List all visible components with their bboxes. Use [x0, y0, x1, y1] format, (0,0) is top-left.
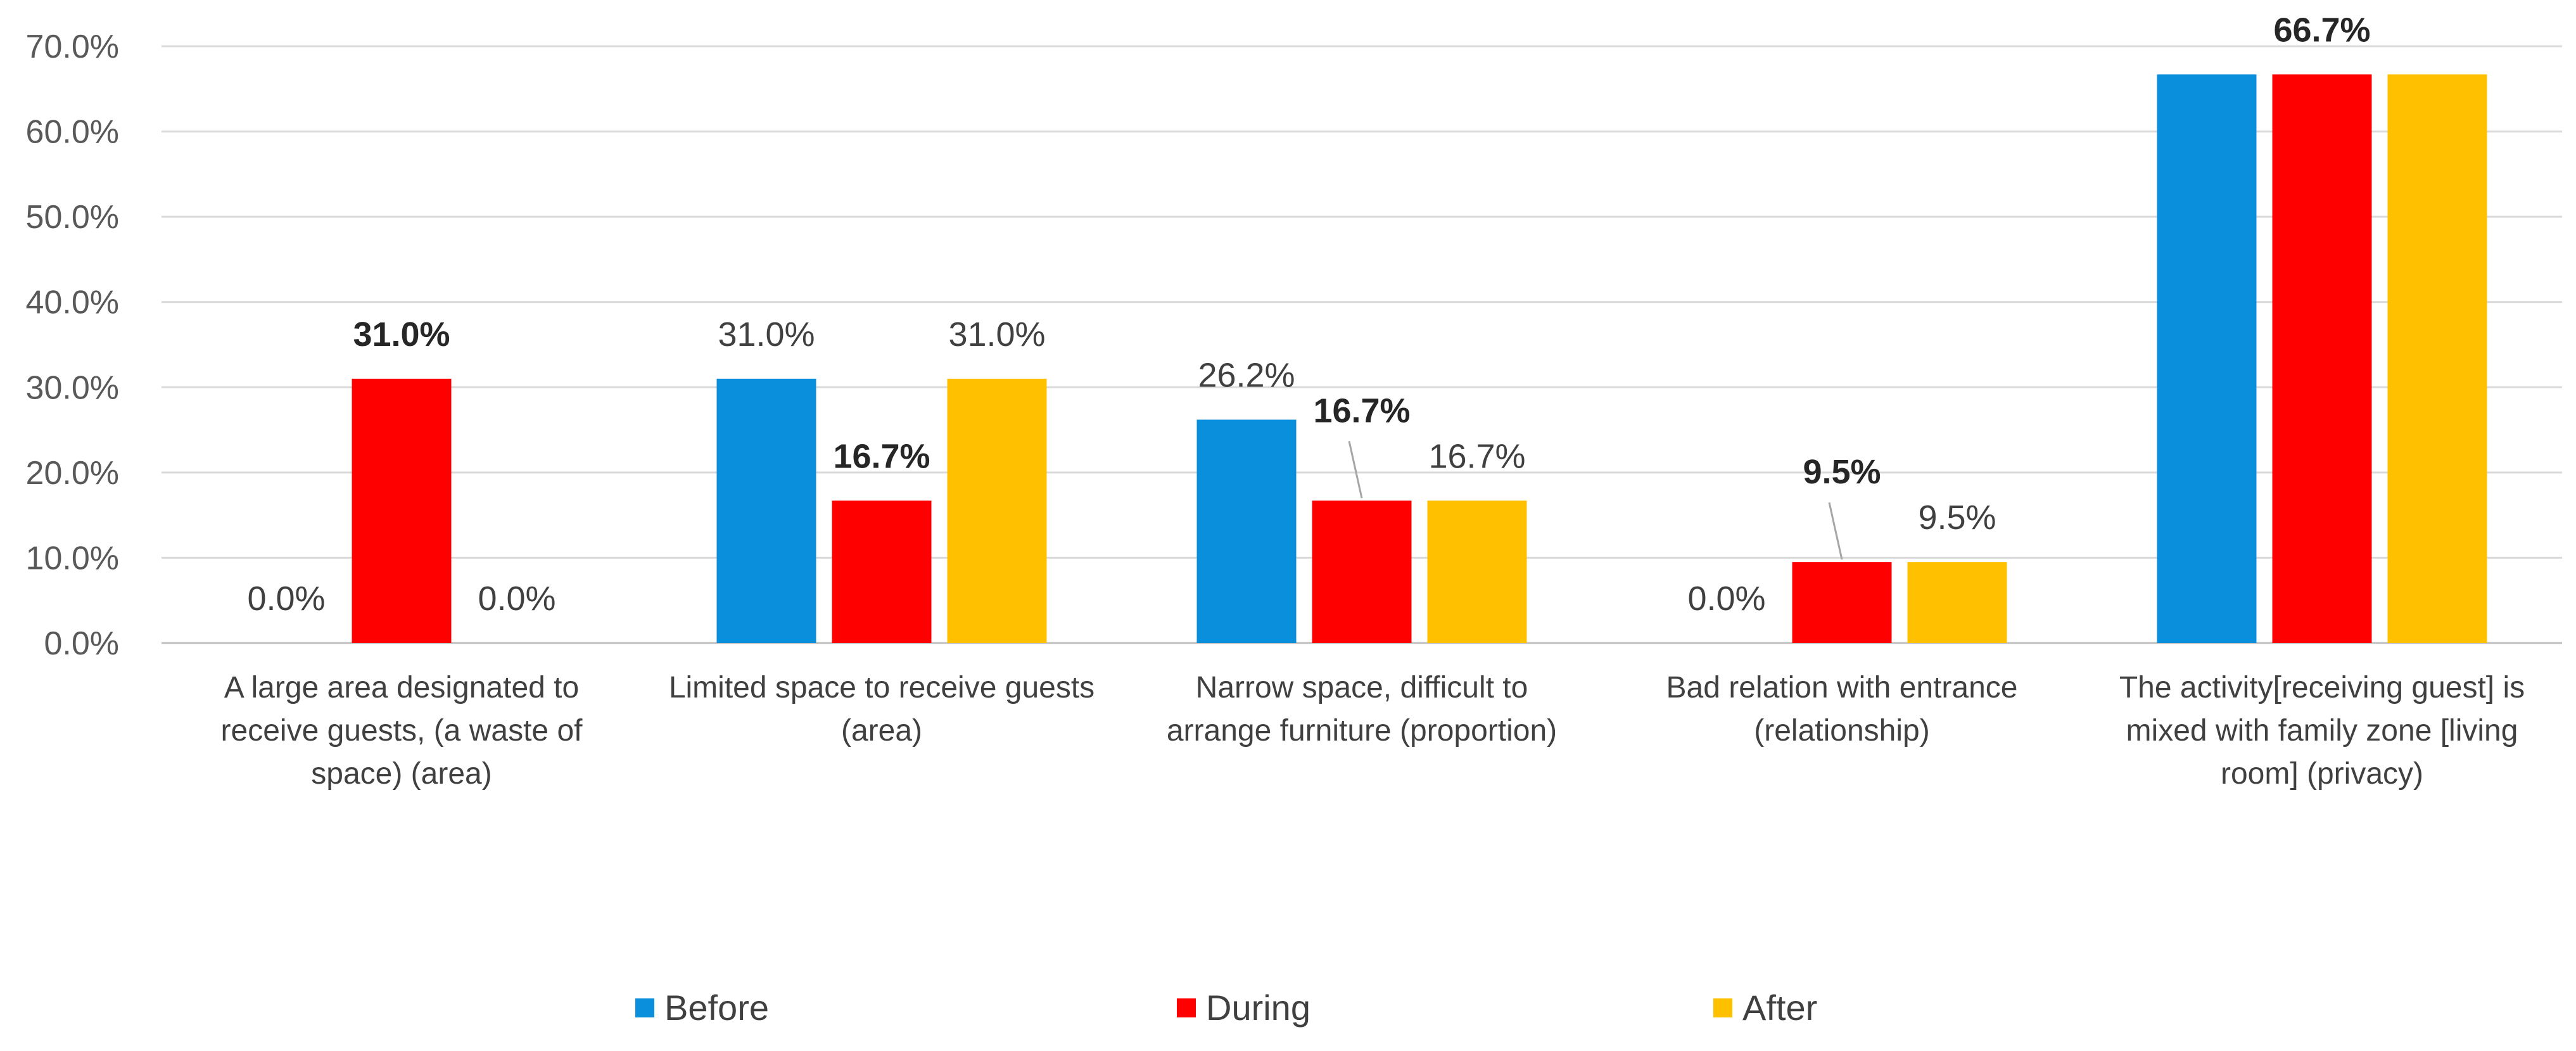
- y-tick-label: 30.0%: [26, 369, 119, 406]
- category-labels: A large area designated to receive guests…: [221, 671, 2525, 791]
- data-label: 31.0%: [718, 315, 815, 354]
- data-label: 9.5%: [1803, 453, 1881, 491]
- category-label: Limited space to receive guests (area): [669, 671, 1094, 748]
- leader-line: [1828, 502, 1843, 560]
- data-labels: 0.0% 31.0% 0.0% 31.0% 16.7% 31.0% 26.2% 16.7% 16…: [247, 11, 2370, 618]
- legend-label-during: During: [1206, 988, 1310, 1028]
- y-tick-label: 10.0%: [26, 540, 119, 576]
- legend: Before During After: [635, 988, 1817, 1028]
- bar-during-3: [1312, 500, 1412, 643]
- legend-swatch-after: [1713, 998, 1732, 1017]
- legend-label-before: Before: [664, 988, 769, 1028]
- legend-swatch-during: [1177, 998, 1196, 1017]
- bars: [352, 74, 2487, 643]
- bar-during-5: [2272, 74, 2372, 643]
- data-label: 31.0%: [948, 315, 1045, 354]
- legend-swatch-before: [635, 998, 654, 1017]
- data-label: 16.7%: [833, 437, 930, 475]
- bar-after-3: [1427, 500, 1527, 643]
- data-label: 0.0%: [247, 580, 325, 618]
- bar-before-5: [2157, 74, 2257, 643]
- data-label: 0.0%: [1687, 580, 1765, 618]
- data-label: 16.7%: [1313, 392, 1410, 430]
- y-tick-label: 0.0%: [44, 625, 119, 662]
- bar-before-2: [716, 378, 816, 643]
- data-label: 16.7%: [1428, 437, 1525, 475]
- bar-during-1: [352, 378, 452, 643]
- bar-before-3: [1196, 419, 1297, 643]
- leader-lines: [1348, 440, 1843, 560]
- y-tick-label: 20.0%: [26, 455, 119, 492]
- data-label: 66.7%: [2273, 11, 2370, 49]
- bar-after-5: [2387, 74, 2487, 643]
- y-tick-label: 70.0%: [26, 29, 119, 65]
- y-tick-label: 40.0%: [26, 284, 119, 321]
- data-label: 0.0%: [478, 580, 555, 618]
- gridlines: [162, 45, 2562, 644]
- y-axis-ticks: 0.0% 10.0% 20.0% 30.0% 40.0% 50.0% 60.0% 70.0%: [26, 29, 119, 662]
- data-label: 9.5%: [1918, 499, 1996, 537]
- category-label: Bad relation with entrance (relationship): [1666, 671, 2018, 748]
- bar-during-4: [1792, 562, 1892, 643]
- bar-after-4: [1907, 562, 2007, 643]
- category-label: The activity[receiving guest] is mixed wi…: [2119, 671, 2525, 791]
- category-label: A large area designated to receive guests…: [221, 671, 583, 791]
- bar-after-2: [947, 378, 1047, 643]
- bar-during-2: [832, 500, 932, 643]
- data-label: 26.2%: [1198, 356, 1295, 394]
- leader-line: [1348, 440, 1363, 499]
- y-tick-label: 50.0%: [26, 199, 119, 236]
- category-label: Narrow space, difficult to arrange furnit…: [1167, 671, 1557, 748]
- legend-label-after: After: [1742, 988, 1817, 1028]
- y-tick-label: 60.0%: [26, 114, 119, 151]
- data-label: 31.0%: [353, 315, 450, 354]
